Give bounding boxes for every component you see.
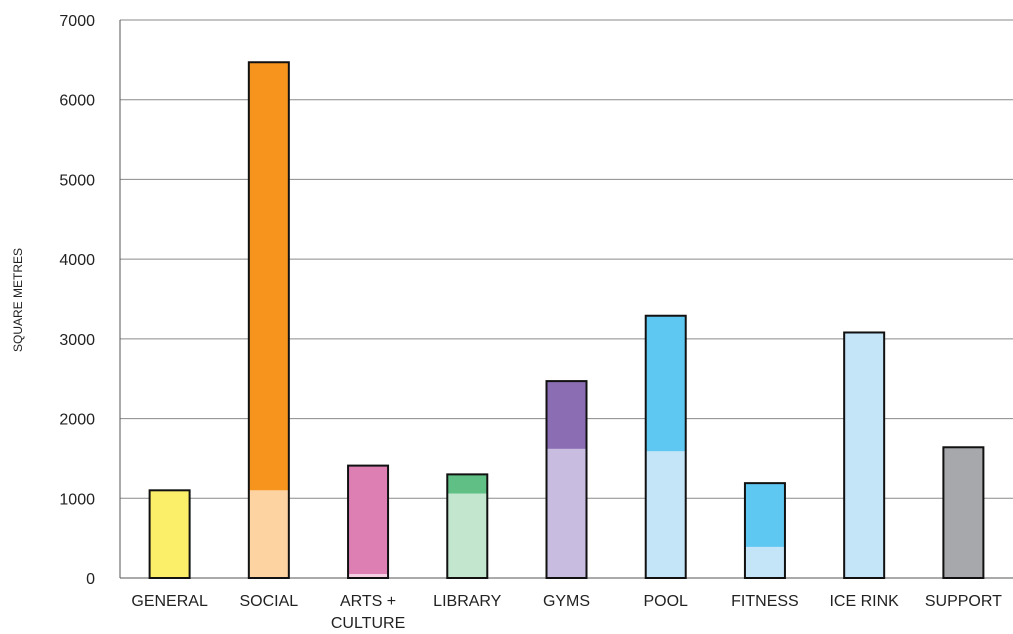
bar-segment-pool-0 xyxy=(645,451,686,578)
bar-outline-social xyxy=(247,61,290,579)
y-tick-label: 7000 xyxy=(59,13,95,30)
y-tick-label: 0 xyxy=(86,571,95,588)
x-tick-label-line: GYMS xyxy=(543,593,590,610)
bar-segment-gyms-1 xyxy=(546,381,587,449)
bars xyxy=(148,61,985,580)
x-tick-label: LIBRARY xyxy=(433,593,502,610)
bar-segment-pool-1 xyxy=(645,315,686,452)
bar-outline-gyms xyxy=(545,380,588,579)
y-tick-label: 4000 xyxy=(59,252,95,269)
y-tick-label: 5000 xyxy=(59,172,95,189)
y-tick-label: 2000 xyxy=(59,412,95,429)
bar-segment-fitness-1 xyxy=(744,483,785,547)
x-tick-label-line: CULTURE xyxy=(331,615,405,632)
bar-segment-library-1 xyxy=(447,474,488,494)
x-tick-label-line: ARTS + xyxy=(340,593,396,610)
x-tick-label: FITNESS xyxy=(731,593,799,610)
bar-outline-fitness xyxy=(743,482,786,580)
x-tick-label-line: POOL xyxy=(643,593,688,610)
x-tick-label-line: GENERAL xyxy=(131,593,208,610)
x-tick-label: ICE RINK xyxy=(829,593,899,610)
bar-segment-support-0 xyxy=(943,447,984,578)
y-tick-labels: 0 1000 2000 3000 4000 5000 6000 7000 xyxy=(59,13,95,588)
bar-segment-social-0 xyxy=(248,490,289,578)
bar-outline-ice-rink xyxy=(843,331,886,580)
bar-outline-arts-culture xyxy=(347,464,390,579)
bar-segment-general-0 xyxy=(149,490,190,578)
bar-segment-ice-rink-0 xyxy=(844,332,885,578)
bar-outline-library xyxy=(446,473,489,579)
bar-outline-pool xyxy=(644,314,687,579)
bar-segment-gyms-0 xyxy=(546,448,587,578)
bar-segment-fitness-0 xyxy=(744,546,785,578)
x-tick-label: ARTS + CULTURE xyxy=(331,593,405,632)
x-tick-label-line: SOCIAL xyxy=(239,593,298,610)
x-tick-label-line: ICE RINK xyxy=(829,593,899,610)
y-axis-label: SQUARE METRES xyxy=(11,248,25,352)
y-tick-label: 1000 xyxy=(59,491,95,508)
y-tick-label: 3000 xyxy=(59,332,95,349)
x-tick-label: GYMS xyxy=(543,593,590,610)
bar-outline-general xyxy=(148,489,191,580)
x-tick-label-line: FITNESS xyxy=(731,593,799,610)
y-tick-label: 6000 xyxy=(59,93,95,110)
bar-segment-arts-culture-1 xyxy=(348,465,389,575)
x-tick-label: SOCIAL xyxy=(239,593,298,610)
x-tick-labels: GENERAL SOCIAL ARTS + CULTURE LIBRARY GYMS POO… xyxy=(131,593,1002,632)
bar-segment-library-0 xyxy=(447,493,488,578)
x-tick-label: POOL xyxy=(643,593,688,610)
bar-segment-social-1 xyxy=(248,62,289,491)
x-tick-label: GENERAL xyxy=(131,593,208,610)
x-tick-label-line: LIBRARY xyxy=(433,593,502,610)
bar-segment-arts-culture-0 xyxy=(348,574,389,578)
x-tick-label: SUPPORT xyxy=(925,593,1002,610)
bar-outline-support xyxy=(942,446,985,580)
x-tick-label-line: SUPPORT xyxy=(925,593,1002,610)
